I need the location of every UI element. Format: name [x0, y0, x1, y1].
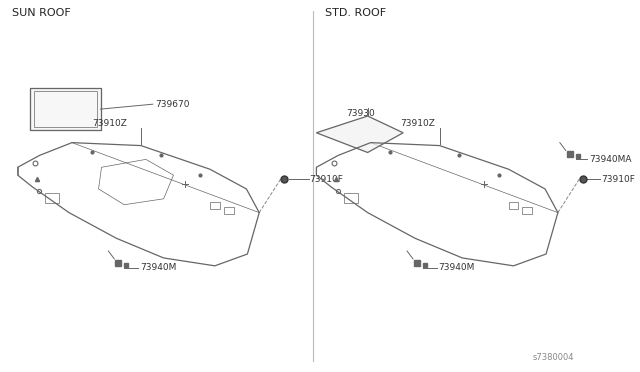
- Text: 73910Z: 73910Z: [401, 119, 435, 128]
- Text: 73910F: 73910F: [310, 174, 344, 184]
- Bar: [210, 202, 220, 209]
- Text: 73940M: 73940M: [438, 263, 475, 272]
- Text: s7380004: s7380004: [532, 353, 573, 362]
- Bar: [509, 202, 518, 209]
- Text: 739670: 739670: [155, 100, 189, 109]
- Bar: [45, 193, 59, 203]
- Text: 73910F: 73910F: [601, 174, 635, 184]
- Text: SUN ROOF: SUN ROOF: [12, 7, 70, 17]
- Text: 73910Z: 73910Z: [92, 119, 127, 128]
- Bar: [224, 207, 234, 214]
- Text: 73940MA: 73940MA: [589, 155, 632, 164]
- Bar: [522, 207, 532, 214]
- Text: 73940M: 73940M: [140, 263, 177, 272]
- Bar: [344, 193, 358, 203]
- Text: STD. ROOF: STD. ROOF: [325, 7, 387, 17]
- Polygon shape: [29, 89, 100, 130]
- Text: 73930: 73930: [346, 109, 374, 118]
- Polygon shape: [316, 116, 403, 153]
